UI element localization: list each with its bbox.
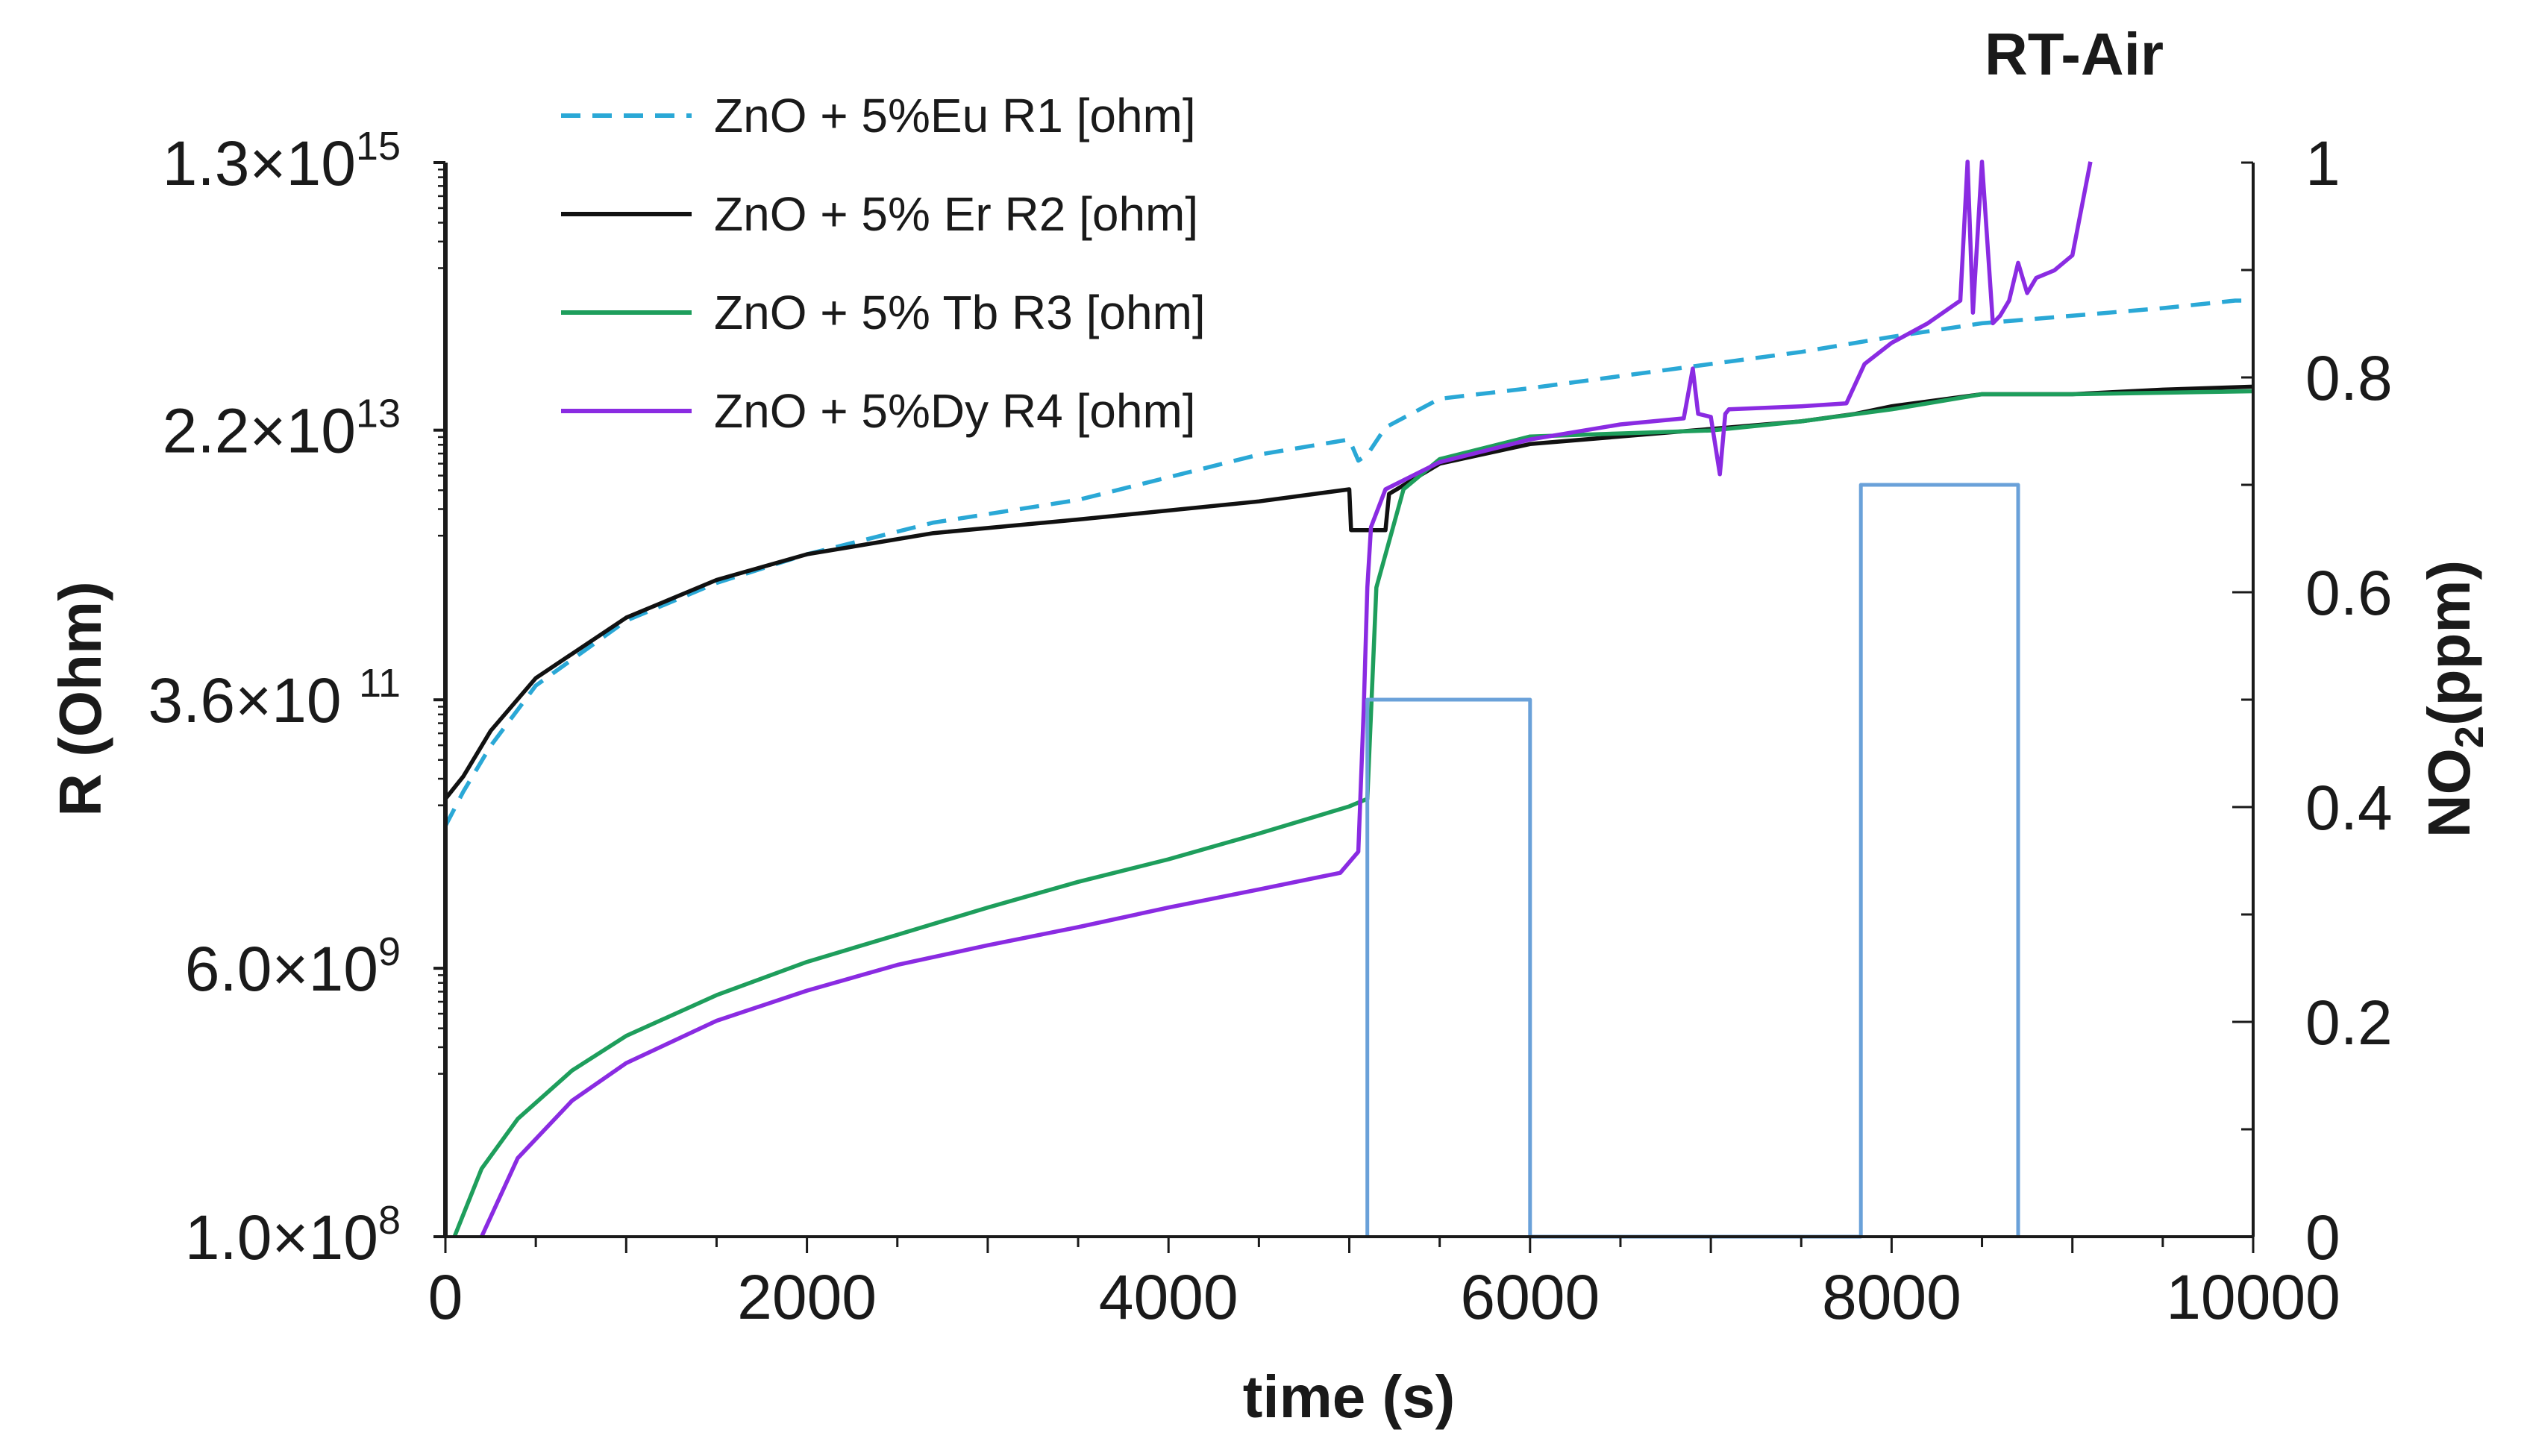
left-y-tick-mantissa: 1.3×10 <box>163 128 356 198</box>
x-tick-label: 2000 <box>737 1262 877 1332</box>
left-y-axis-title: R (Ohm) <box>47 581 113 817</box>
legend-label: ZnO + 5%Dy R4 [ohm] <box>714 384 1196 438</box>
left-y-tick-exponent: 11 <box>359 661 401 706</box>
left-y-tick-label: 2.2×1013 <box>163 392 401 466</box>
right-y-tick-label: 0.8 <box>2305 343 2393 413</box>
left-y-tick-mantissa: 6.0×10 <box>185 934 378 1004</box>
plot-area <box>443 160 2254 1239</box>
right-y-axis-title-main: NO <box>2416 748 2482 838</box>
chart-title: RT-Air <box>1985 21 2164 87</box>
series-line-r2 <box>443 384 2254 800</box>
legend-label: ZnO + 5%Eu R1 [ohm] <box>714 89 1196 142</box>
axes: 0 2000 4000 6000 8000 10000 1.3×1015 2.2×1013 3.… <box>148 124 2392 1332</box>
legend: ZnO + 5%Eu R1 [ohm] ZnO + 5% Er R2 [ohm] Z… <box>561 89 1206 438</box>
x-tick-label: 8000 <box>1822 1262 1961 1332</box>
series-line-r1 <box>443 298 2253 827</box>
left-y-tick-exponent: 15 <box>356 124 401 169</box>
left-y-tick-exponent: 9 <box>378 929 401 974</box>
series-line-no2 <box>1365 483 2020 1239</box>
left-y-tick-label: 1.3×1015 <box>163 124 401 198</box>
right-y-axis-title: NO2(ppm) <box>2416 560 2492 838</box>
left-y-tick-exponent: 8 <box>378 1198 401 1243</box>
left-y-tick-label: 1.0×108 <box>185 1198 401 1273</box>
right-y-tick-label: 0 <box>2305 1202 2340 1273</box>
x-axis-title: time (s) <box>1243 1364 1456 1430</box>
left-y-tick-label: 6.0×109 <box>185 929 401 1004</box>
left-y-tick-mantissa: 1.0×10 <box>185 1202 378 1273</box>
left-y-tick-label: 3.6×10 11 <box>148 661 401 735</box>
right-y-tick-label: 1 <box>2305 128 2340 198</box>
series-line-r3 <box>452 389 2254 1238</box>
right-y-tick-label: 0.2 <box>2305 988 2393 1058</box>
x-tick-label: 4000 <box>1099 1262 1238 1332</box>
right-y-axis-title-sub: 2 <box>2447 726 2492 748</box>
legend-label: ZnO + 5% Tb R3 [ohm] <box>714 286 1206 339</box>
right-y-axis-title-rest: (ppm) <box>2416 560 2482 726</box>
left-y-tick-exponent: 13 <box>356 392 401 436</box>
left-y-tick-mantissa: 3.6×10 <box>148 665 359 735</box>
left-y-tick-mantissa: 2.2×10 <box>163 396 356 466</box>
x-tick-label: 6000 <box>1460 1262 1600 1332</box>
series-line-r4 <box>480 160 2093 1238</box>
x-tick-label: 0 <box>428 1262 463 1332</box>
legend-label: ZnO + 5% Er R2 [ohm] <box>714 187 1198 241</box>
x-tick-label: 10000 <box>2166 1262 2340 1332</box>
right-y-tick-label: 0.4 <box>2305 773 2393 843</box>
right-y-tick-label: 0.6 <box>2305 558 2393 628</box>
